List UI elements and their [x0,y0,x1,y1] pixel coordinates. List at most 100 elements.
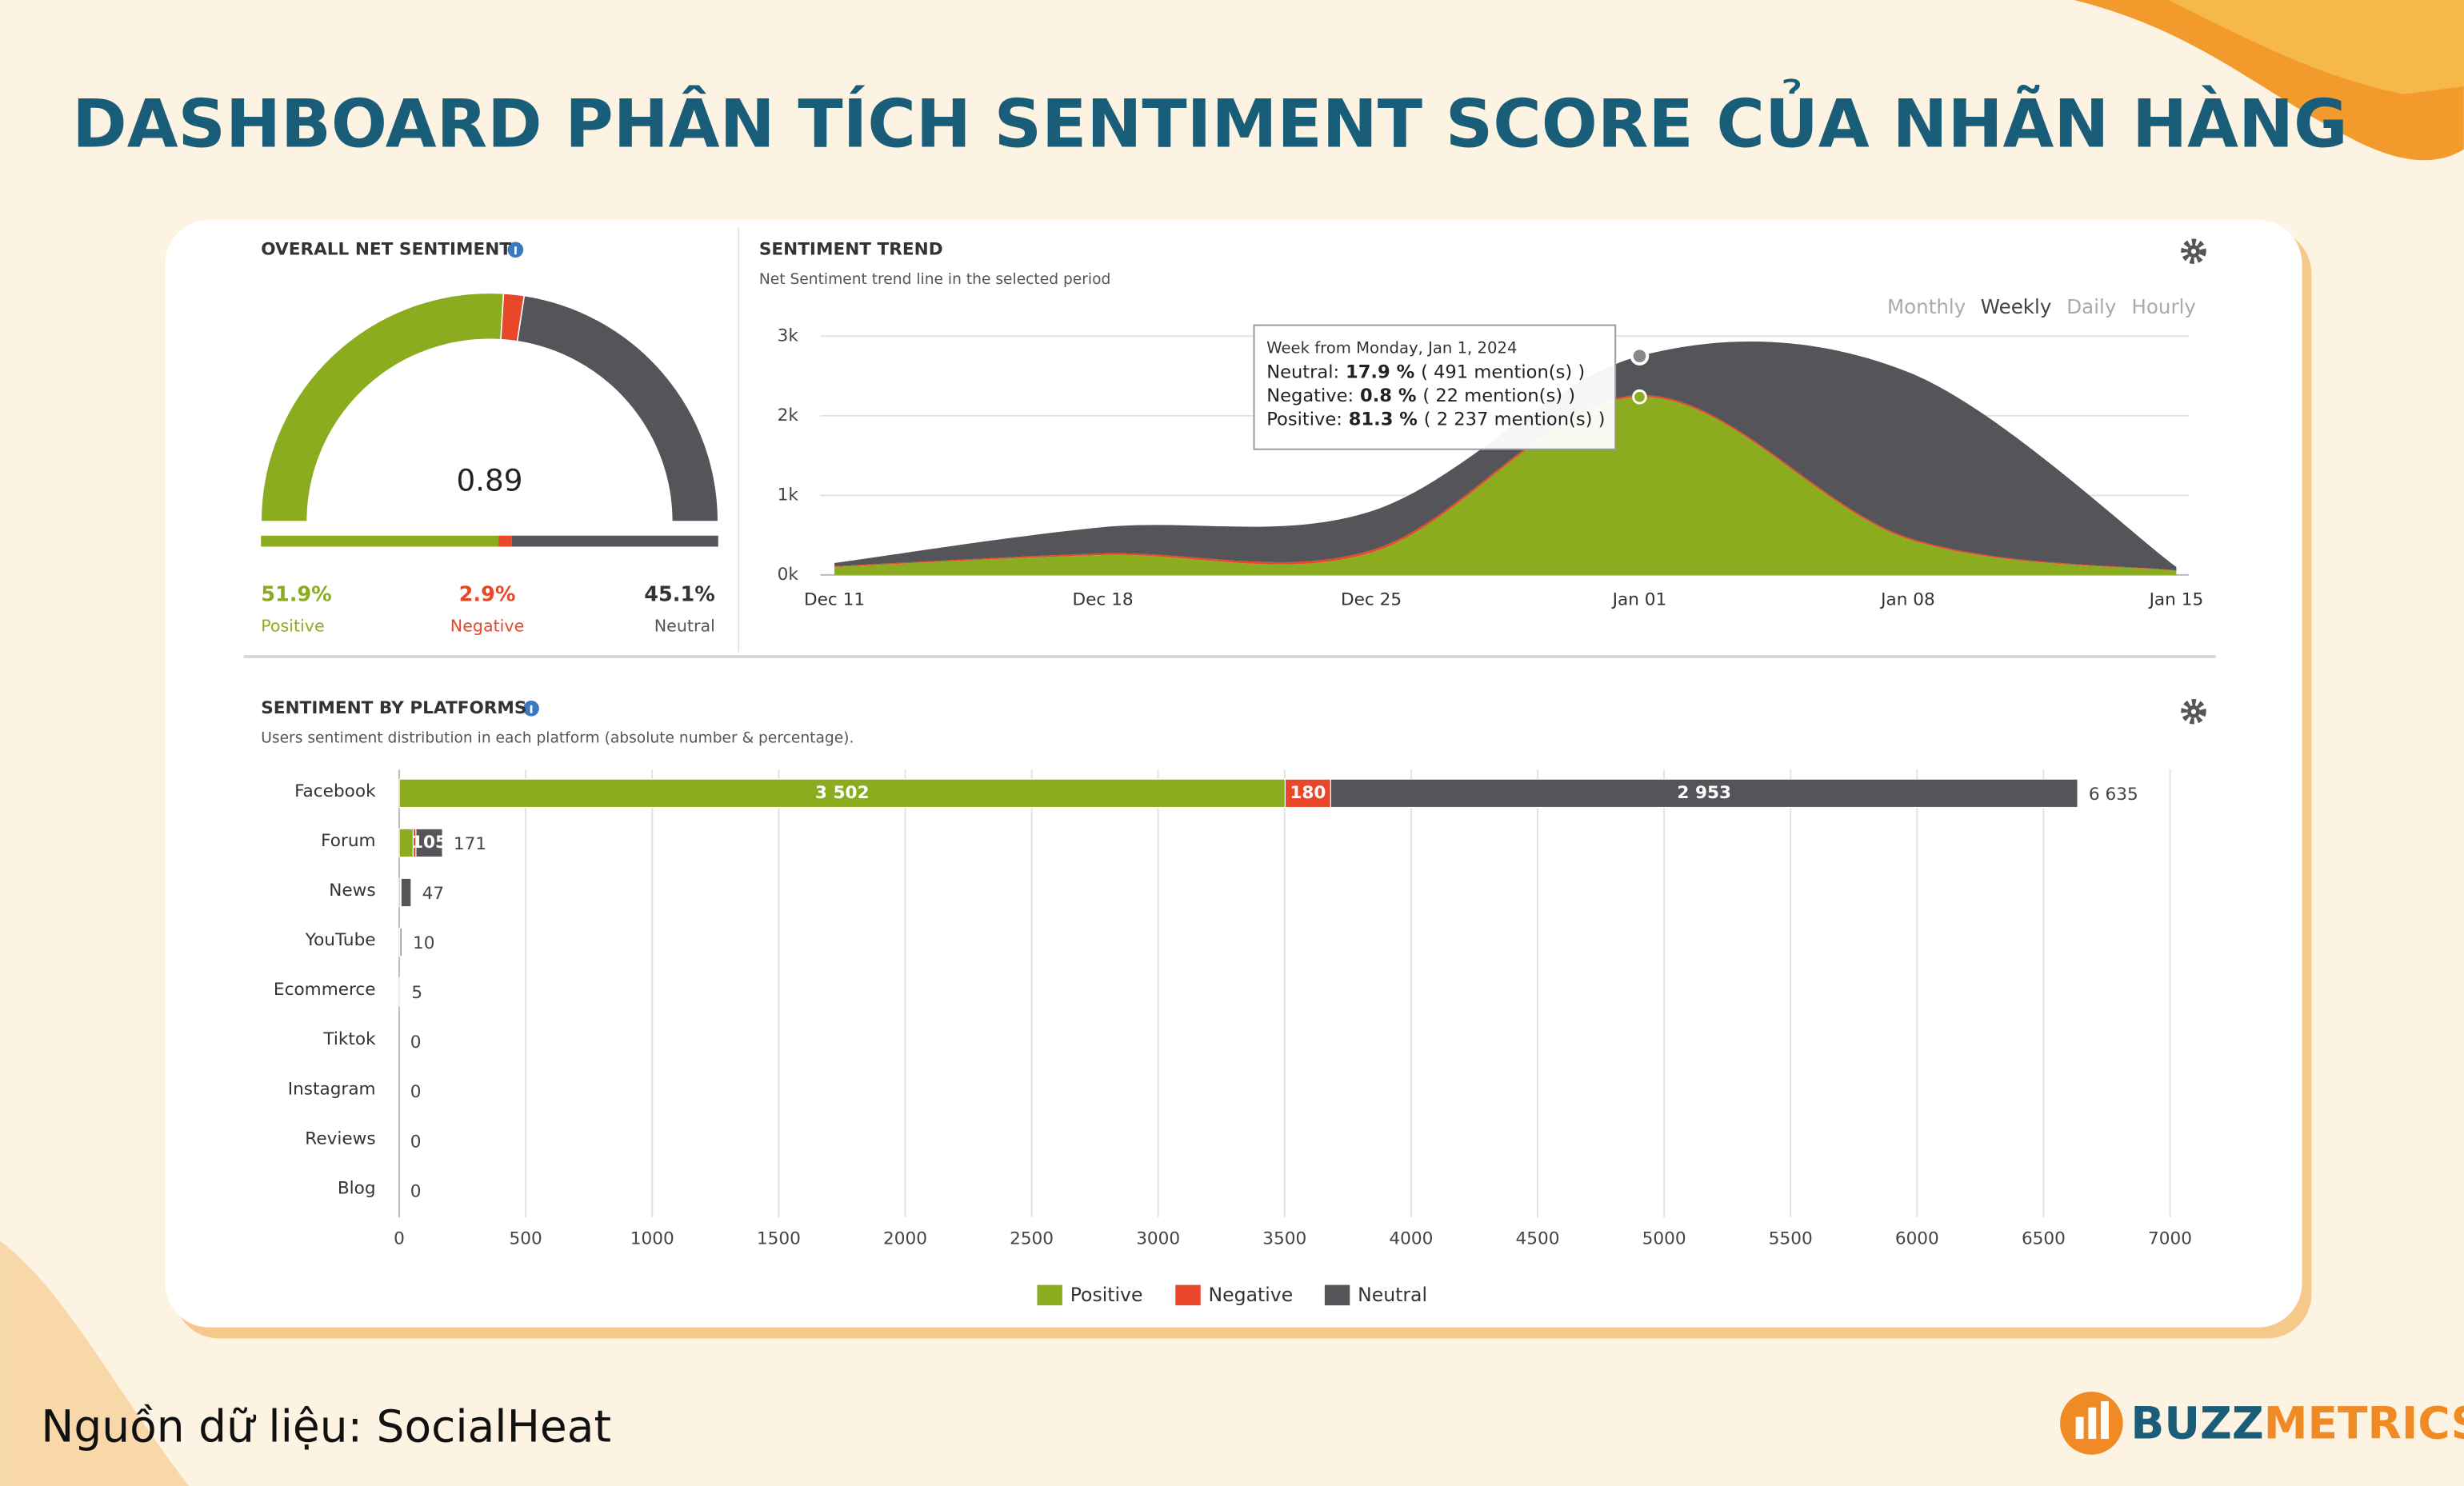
x-tick-label: 3500 [1262,1229,1306,1249]
settings-gear[interactable] [2190,249,2197,254]
total-label: 0 [410,1132,422,1152]
panel-title: SENTIMENT TREND [759,239,943,259]
brand-logo: BUZZMETRICS [2060,1392,2464,1455]
panel-subtitle: Net Sentiment trend line in the selected… [759,271,1111,288]
tooltip-label: Negative: [1266,385,1354,405]
legend-label[interactable]: Neutral [1358,1284,1427,1306]
settings-gear[interactable] [2181,699,2206,725]
score-value: 0.89 [456,462,522,497]
info-icon [507,242,524,258]
legend-label[interactable]: Positive [1070,1284,1143,1306]
x-tick-label: 0 [394,1229,405,1249]
legend-label[interactable]: Negative [1209,1284,1294,1306]
logo-icon [2101,1400,2109,1440]
hover-point[interactable] [1630,346,1650,366]
period-option[interactable]: Daily [2066,295,2116,318]
legend-swatch[interactable] [1324,1284,1350,1306]
x-tick-label: 7000 [2148,1229,2192,1249]
logo-icon [2075,1416,2084,1440]
brand-part: METRICS [2264,1397,2464,1448]
x-tick-label: Dec 11 [804,589,865,609]
category-label: Positive [261,617,324,636]
total-label: 47 [422,884,444,904]
tooltip-count: ( 2 237 mention(s) ) [1424,409,1606,429]
info-icon [530,705,533,713]
percent-label: 45.1% [644,582,715,606]
x-tick-label: 5000 [1642,1229,1686,1249]
y-tick-label: Tiktok [322,1029,376,1049]
settings-gear[interactable] [2181,699,2206,725]
bar-value-label: 2 953 [1677,783,1731,803]
x-tick-label: Jan 15 [2148,589,2204,609]
category-label: Neutral [654,617,715,636]
bar-value-label: 105 [411,833,447,853]
bar-segment [400,877,412,908]
tooltip-count: ( 491 mention(s) ) [1421,362,1585,382]
x-tick-label: 6000 [1895,1229,1939,1249]
settings-gear[interactable] [2181,238,2206,264]
bar-segment [398,778,1286,809]
panel-title: SENTIMENT BY PLATFORMS [261,698,526,718]
y-tick-label: 1k [778,485,799,505]
page-title: DASHBOARD PHÂN TÍCH SENTIMENT SCORE CỦA … [72,79,2348,163]
legend-swatch[interactable] [1037,1284,1062,1306]
y-tick-label: 2k [778,405,799,425]
x-tick-label: 6500 [2022,1229,2066,1249]
bar-segment [1284,778,1331,809]
decor-swirl [2168,0,2464,94]
tooltip-row: Negative: 0.8 % ( 22 mention(s) ) [1266,385,1575,405]
x-tick-label: 2500 [1010,1229,1054,1249]
tooltip-percent: 17.9 % [1346,362,1414,382]
total-label: 5 [411,983,422,1003]
gauge-segment [516,294,719,522]
y-tick-label: YouTube [305,930,376,950]
tooltip-percent: 0.8 % [1360,385,1416,405]
bar-segment [399,927,402,957]
y-tick-label: Blog [338,1178,376,1198]
x-tick-label: 1000 [630,1229,674,1249]
category-label: Negative [450,617,525,636]
y-tick-label: Reviews [305,1128,375,1148]
total-label: 0 [410,1181,422,1201]
x-tick-label: 4500 [1516,1229,1560,1249]
hover-point[interactable] [1632,389,1647,405]
bar-value-label: 3 502 [815,783,870,803]
period-option[interactable]: Hourly [2131,295,2195,318]
bar-segment [415,828,443,858]
panel-title: OVERALL NET SENTIMENT [261,239,511,259]
total-label: 10 [413,933,434,953]
settings-gear[interactable] [2190,709,2197,714]
x-tick-label: 500 [510,1229,542,1249]
trend-area [834,341,2177,571]
tooltip-row: Positive: 81.3 % ( 2 237 mention(s) ) [1266,409,1605,429]
legend-swatch[interactable] [1175,1284,1201,1306]
x-tick-label: 3000 [1136,1229,1180,1249]
info-icon [514,246,517,255]
tooltip-count: ( 22 mention(s) ) [1422,385,1575,405]
tooltip [1253,324,1617,450]
period-option[interactable]: Monthly [1887,295,1966,318]
y-tick-label: News [329,881,375,901]
panel-subtitle: Users sentiment distribution in each pla… [261,730,854,747]
y-tick-label: Ecommerce [274,980,376,1000]
tooltip-title: Week from Monday, Jan 1, 2024 [1266,339,1517,358]
period-option[interactable]: Weekly [1981,295,2052,318]
sentiment-bar [261,535,499,547]
y-tick-label: 0k [778,565,799,585]
sentiment-bar [498,535,512,547]
total-label: 171 [454,834,486,854]
x-tick-label: 1500 [757,1229,801,1249]
y-tick-label: Facebook [294,781,376,801]
settings-gear[interactable] [2181,238,2206,264]
tooltip-label: Neutral: [1266,362,1339,382]
tooltip-label: Positive: [1266,409,1342,429]
tooltip-percent: 81.3 % [1349,409,1418,429]
x-tick-label: Dec 25 [1341,589,1402,609]
brand-part: BUZZ [2130,1397,2263,1448]
total-label: 0 [410,1082,422,1102]
x-tick-label: Dec 18 [1072,589,1133,609]
card [165,219,2302,1328]
total-label: 6 635 [2089,785,2138,805]
